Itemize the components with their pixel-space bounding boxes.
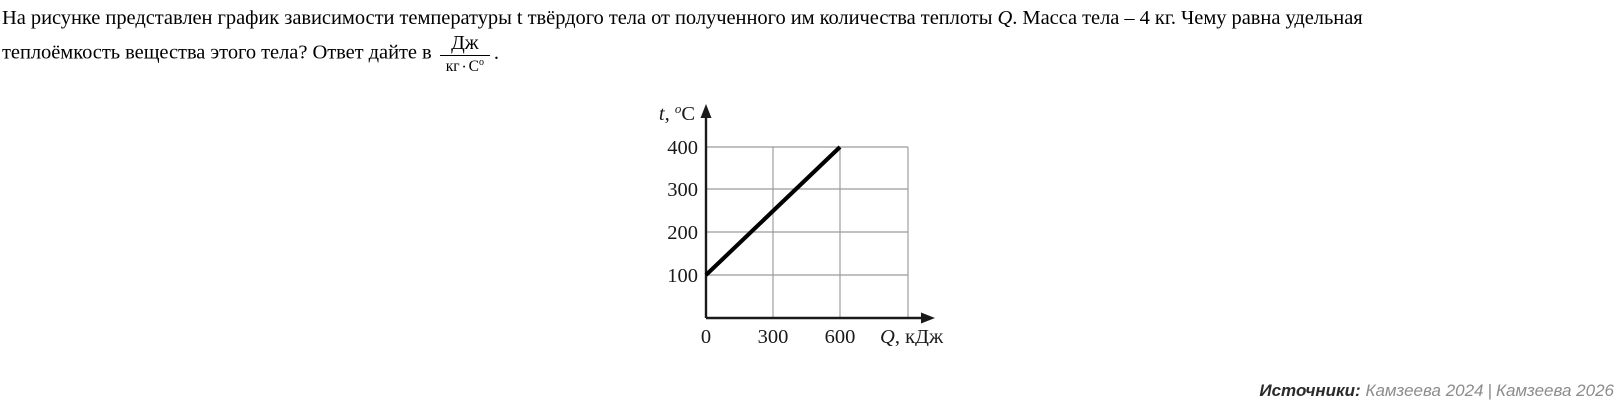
problem-text-line-1: На рисунке представлен график зависимост… — [2, 3, 1363, 33]
y-axis-degree-symbol: o — [675, 101, 682, 116]
chart-gridlines — [706, 146, 909, 318]
x-tick-label-0: 0 — [701, 326, 711, 346]
data-series-line — [704, 145, 842, 277]
x-tick-label-300: 300 — [758, 326, 789, 346]
x-tick-label-600: 600 — [825, 326, 856, 346]
y-axis-title-separator: , — [665, 103, 675, 125]
source-item-2[interactable]: Камзеева 2026 — [1495, 381, 1614, 400]
y-tick-label-300: 300 — [667, 179, 698, 201]
variable-q: Q — [997, 7, 1013, 29]
fraction-numerator: Дж — [451, 32, 479, 54]
x-axis-title-unit: , кДж — [895, 326, 944, 346]
x-axis-tick-labels: 0 300 600 — [701, 326, 856, 346]
y-axis-title-variable: t — [659, 103, 666, 125]
x-axis-title-variable: Q — [880, 326, 895, 346]
source-attribution: Источники: Камзеева 2024 | Камзеева 2026 — [1259, 381, 1614, 401]
problem-text-line-2: теплоёмкость вещества этого тела? Ответ … — [2, 33, 499, 75]
y-axis-arrowhead — [700, 104, 712, 118]
problem-text-segment: На рисунке представлен график зависимост… — [2, 7, 998, 29]
y-tick-label-400: 400 — [667, 137, 698, 159]
denominator-temperature-unit: C — [468, 58, 479, 76]
unit-fraction: Дж кг · Co — [439, 32, 490, 75]
y-tick-label-100: 100 — [667, 265, 698, 287]
x-axis-title: Q, кДж — [880, 326, 944, 346]
problem-text-segment: теплоёмкость вещества этого тела? Ответ … — [2, 41, 437, 64]
x-axis-arrowhead — [921, 312, 935, 324]
fraction-denominator: кг · Co — [440, 57, 490, 75]
y-tick-label-200: 200 — [667, 222, 698, 244]
y-axis-title: t, oC — [659, 101, 695, 125]
source-label: Источники: — [1259, 381, 1361, 400]
denominator-mass-unit: кг — [445, 58, 460, 76]
y-axis-title-unit: C — [681, 103, 695, 125]
chart-series-group — [704, 145, 842, 277]
y-axis-tick-labels: 400 300 200 100 — [667, 137, 698, 287]
chart-axes — [700, 104, 935, 324]
problem-text-segment: . Масса тела – 4 кг. Чему равна удельная — [1012, 7, 1363, 29]
denominator-degree-symbol: o — [478, 57, 484, 69]
sentence-period: . — [493, 41, 499, 64]
denominator-multiplication-dot: · — [461, 58, 467, 76]
temperature-vs-heat-chart: 400 300 200 100 0 300 600 t, oC Q, кДж — [640, 96, 960, 346]
fraction-bar — [439, 55, 490, 57]
source-item-1[interactable]: Камзеева 2024 — [1365, 381, 1484, 400]
source-separator: | — [1487, 381, 1492, 400]
